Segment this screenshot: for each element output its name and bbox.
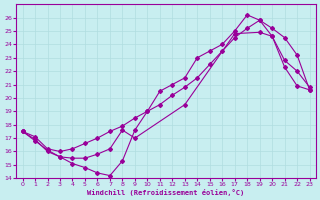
X-axis label: Windchill (Refroidissement éolien,°C): Windchill (Refroidissement éolien,°C) <box>87 189 245 196</box>
